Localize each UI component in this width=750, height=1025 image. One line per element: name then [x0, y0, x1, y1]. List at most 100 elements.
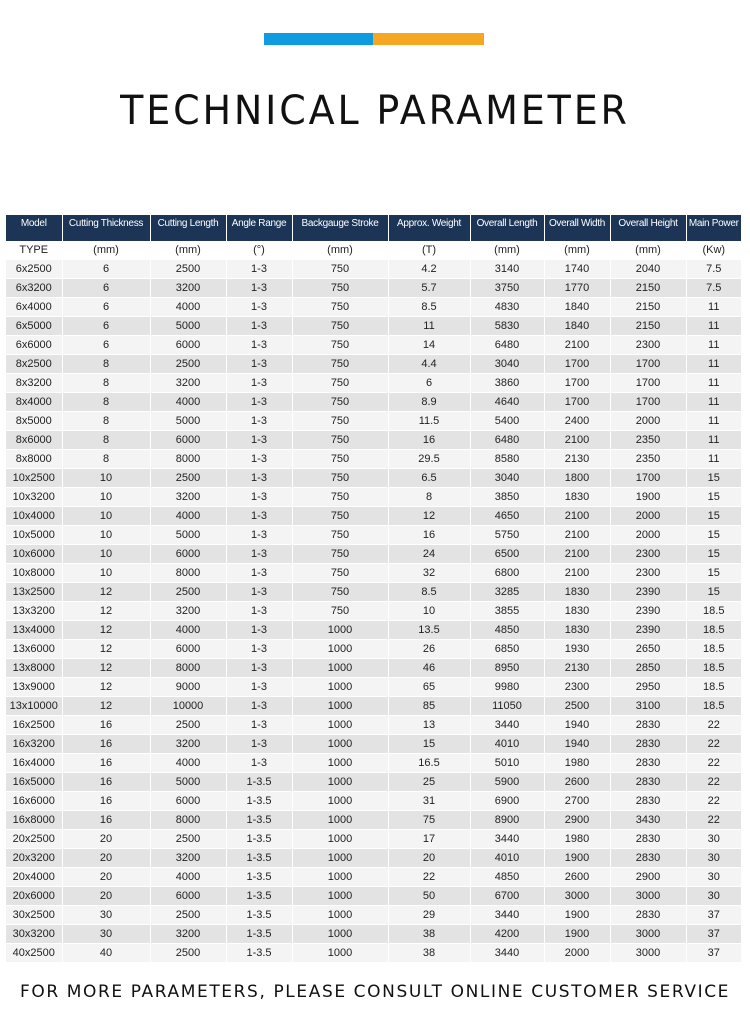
table-cell: 1-3: [226, 525, 293, 545]
table-cell: 1000: [292, 791, 389, 811]
table-cell: 3750: [470, 278, 545, 298]
table-cell: 31: [388, 791, 471, 811]
table-row: 6x6000 6 6000 1-3 750 14 6480 2100 2300 11: [6, 335, 741, 355]
table-row: 10x6000 10 6000 1-3 750 24 6500 2100 2300 15: [6, 544, 741, 564]
table-cell: 15: [686, 525, 741, 545]
table-cell: 10: [62, 487, 151, 507]
table-cell: 1700: [544, 392, 611, 412]
table-cell: 10: [388, 601, 471, 621]
table-cell: 16: [388, 525, 471, 545]
table-cell: 8: [62, 392, 151, 412]
table-cell: 5750: [470, 525, 545, 545]
table-cell: 1840: [544, 316, 611, 336]
table-cell: 1-3.5: [226, 867, 293, 887]
table-cell: 3200: [150, 734, 227, 754]
table-cell: 10: [62, 525, 151, 545]
table-cell: 4010: [470, 734, 545, 754]
table-cell: 32: [388, 563, 471, 583]
table-cell: 1700: [610, 392, 687, 412]
table-cell: 2150: [610, 278, 687, 298]
column-header: Overall Width: [544, 215, 611, 241]
table-cell: 3440: [470, 829, 545, 849]
table-cell: 5000: [150, 525, 227, 545]
table-cell: 1-3: [226, 316, 293, 336]
table-cell: (mm): [470, 241, 545, 260]
table-cell: 11: [388, 316, 471, 336]
table-cell: 1000: [292, 829, 389, 849]
table-cell: 29: [388, 905, 471, 925]
table-cell: 1000: [292, 696, 389, 716]
table-cell: 750: [292, 316, 389, 336]
table-row: 13x6000 12 6000 1-3 1000 26 6850 1930 2650 18.5: [6, 639, 741, 659]
table-cell: 11050: [470, 696, 545, 716]
table-row: 10x8000 10 8000 1-3 750 32 6800 2100 2300 15: [6, 563, 741, 583]
table-cell: 17: [388, 829, 471, 849]
table-cell: 8x6000: [6, 430, 63, 450]
table-cell: 3140: [470, 259, 545, 279]
table-cell: 4850: [470, 620, 545, 640]
table-cell: 1700: [544, 354, 611, 374]
table-cell: 1-3.5: [226, 829, 293, 849]
table-row: 16x8000 16 8000 1-3.5 1000 75 8900 2900 3430 22: [6, 810, 741, 830]
table-cell: 15: [686, 563, 741, 583]
table-cell: 750: [292, 297, 389, 317]
table-cell: 1-3: [226, 601, 293, 621]
column-header: Backgauge Stroke: [292, 215, 389, 241]
table-cell: 11: [686, 392, 741, 412]
table-cell: 750: [292, 411, 389, 431]
table-cell: 13x9000: [6, 677, 63, 697]
table-cell: 15: [686, 468, 741, 488]
table-cell: 11: [686, 449, 741, 469]
table-cell: 1000: [292, 715, 389, 735]
table-cell: (mm): [62, 241, 151, 260]
table-cell: 1000: [292, 905, 389, 925]
table-cell: 4.4: [388, 354, 471, 374]
table-cell: (mm): [292, 241, 389, 260]
table-row: 10x3200 10 3200 1-3 750 8 3850 1830 1900 15: [6, 487, 741, 507]
table-row: 30x2500 30 2500 1-3.5 1000 29 3440 1900 2830 37: [6, 905, 741, 925]
table-cell: 1-3: [226, 563, 293, 583]
table-cell: 2150: [610, 297, 687, 317]
table-row: 30x3200 30 3200 1-3.5 1000 38 4200 1900 3000 37: [6, 924, 741, 944]
table-cell: 6x6000: [6, 335, 63, 355]
table-cell: 20: [62, 886, 151, 906]
table-cell: 2830: [610, 829, 687, 849]
table-cell: 16: [62, 810, 151, 830]
table-cell: 1-3.5: [226, 924, 293, 944]
table-cell: 750: [292, 373, 389, 393]
table-cell: 38: [388, 924, 471, 944]
table-cell: 16x4000: [6, 753, 63, 773]
table-cell: 18.5: [686, 677, 741, 697]
table-cell: 2830: [610, 791, 687, 811]
table-cell: 8: [62, 449, 151, 469]
table-cell: 8x8000: [6, 449, 63, 469]
table-cell: 2900: [610, 867, 687, 887]
table-cell: 2100: [544, 506, 611, 526]
table-cell: 10: [62, 506, 151, 526]
table-cell: 75: [388, 810, 471, 830]
table-cell: 2100: [544, 430, 611, 450]
table-row: 20x2500 20 2500 1-3.5 1000 17 3440 1980 2830 30: [6, 829, 741, 849]
table-cell: 2400: [544, 411, 611, 431]
table-cell: 16x3200: [6, 734, 63, 754]
table-cell: 2000: [610, 525, 687, 545]
table-cell: 22: [388, 867, 471, 887]
table-cell: 3850: [470, 487, 545, 507]
table-cell: 8.5: [388, 297, 471, 317]
table-cell: 6: [62, 297, 151, 317]
table-cell: 38: [388, 943, 471, 963]
table-cell: 6: [388, 373, 471, 393]
table-cell: 1-3: [226, 506, 293, 526]
table-cell: 40: [62, 943, 151, 963]
table-cell: 1-3: [226, 715, 293, 735]
table-cell: (°): [226, 241, 293, 260]
table-cell: 2100: [544, 335, 611, 355]
table-row: 10x4000 10 4000 1-3 750 12 4650 2100 2000 15: [6, 506, 741, 526]
table-cell: 13x10000: [6, 696, 63, 716]
table-cell: 15: [686, 506, 741, 526]
table-row: 13x10000 12 10000 1-3 1000 85 11050 2500 3100 18.…: [6, 696, 741, 716]
table-cell: 2000: [610, 411, 687, 431]
table-cell: 2000: [610, 506, 687, 526]
table-cell: 16: [62, 772, 151, 792]
table-cell: 5010: [470, 753, 545, 773]
